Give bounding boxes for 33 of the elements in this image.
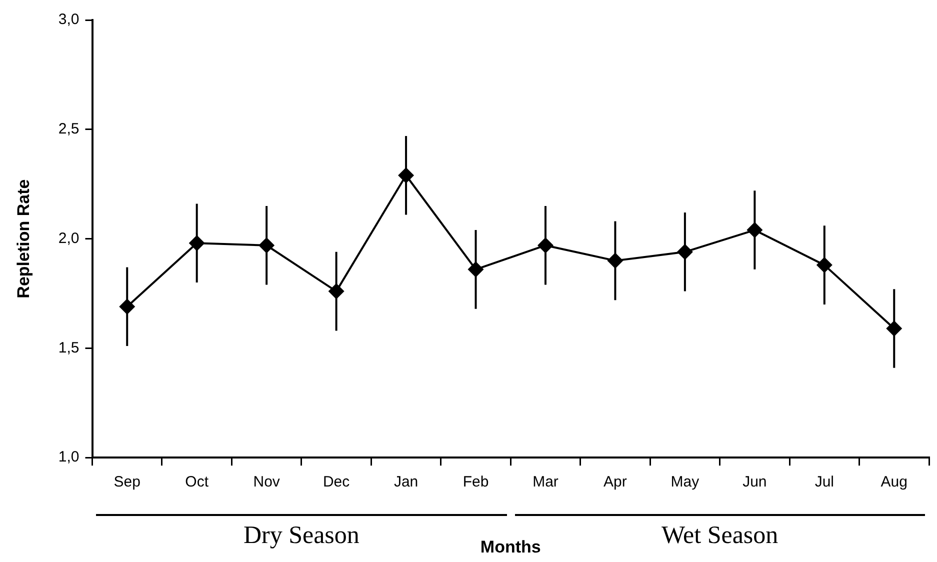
y-tick-label: 1,5: [58, 339, 80, 356]
x-tick-label: Sep: [114, 474, 140, 491]
x-tick-label: Oct: [185, 474, 210, 491]
x-tick-label: Apr: [604, 474, 627, 491]
x-tick-label: May: [670, 474, 700, 491]
point: [258, 237, 275, 254]
point: [746, 222, 763, 238]
x-tick-label: Jan: [394, 474, 418, 491]
y-tick-label: 2,5: [58, 120, 80, 138]
y-axis-title: Repletion Rate: [14, 179, 33, 298]
point: [607, 252, 624, 269]
point: [816, 257, 832, 274]
text: Wet Season: [661, 522, 778, 549]
x-tick-label: Mar: [532, 474, 558, 491]
point: [537, 237, 554, 254]
y-tick-label: 1,0: [58, 448, 80, 466]
x-tick-label: Jul: [814, 474, 834, 491]
y-tick-label: 3,0: [58, 11, 80, 28]
point: [886, 320, 902, 337]
x-tick-label: Jun: [742, 474, 767, 491]
x-tick-label: Aug: [880, 474, 908, 491]
point: [188, 235, 205, 252]
point: [468, 261, 484, 278]
x-tick-label: Feb: [462, 474, 489, 491]
point: [398, 167, 414, 184]
x-tick-label: Dec: [322, 474, 350, 491]
point: [676, 244, 693, 260]
point: [328, 283, 344, 300]
y-tick-label: 2,0: [58, 230, 80, 247]
x-axis-title: Months: [480, 537, 541, 556]
text: Dry Season: [243, 522, 360, 549]
x-tick-label: Nov: [253, 474, 280, 491]
point: [119, 298, 136, 315]
